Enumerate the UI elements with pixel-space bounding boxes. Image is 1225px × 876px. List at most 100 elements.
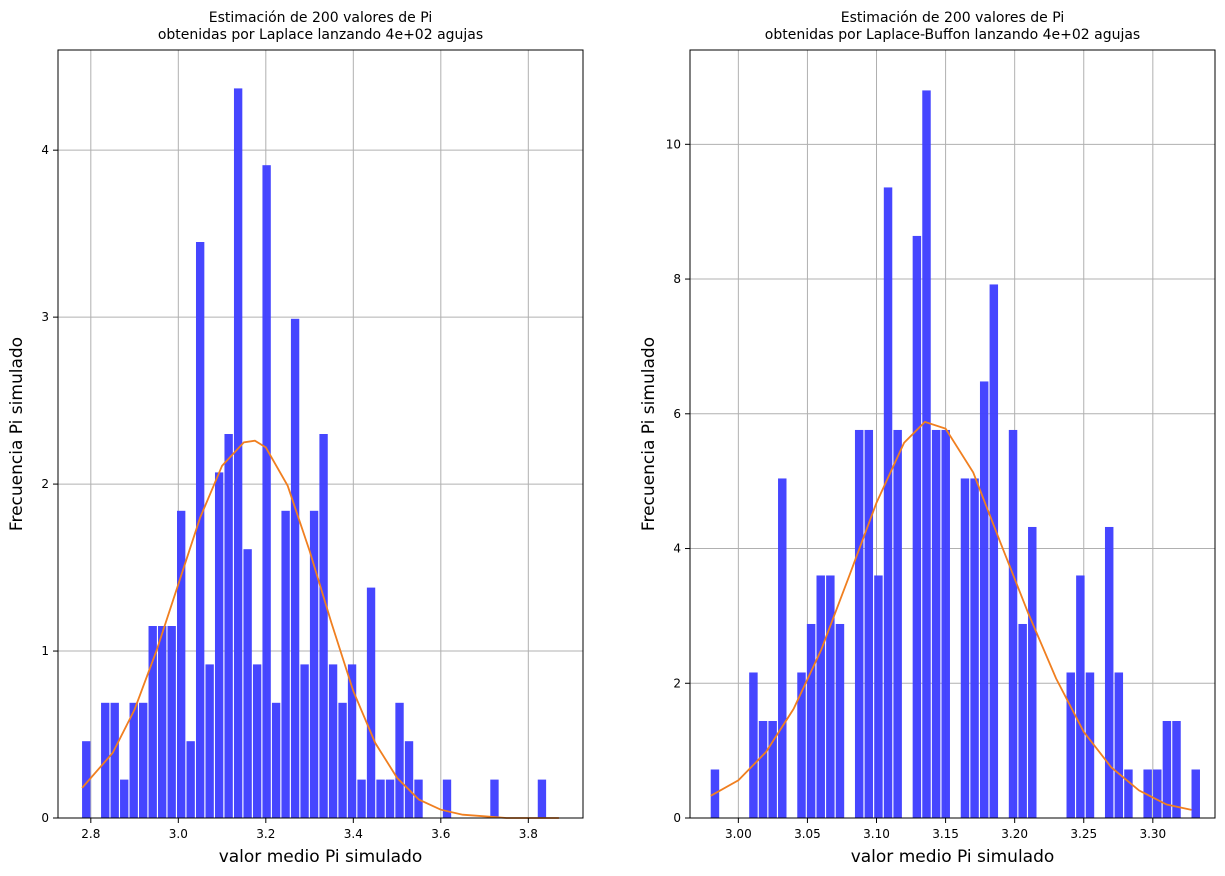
- histogram-bar: [224, 434, 233, 818]
- histogram-bar: [874, 575, 883, 818]
- chart-laplace: 2.8 3.0 3.2 3.4 3.6 3.8 0 1 2 3 4 valor medio Pi si…: [7, 10, 584, 867]
- chart-title: Estimación de 200 valores de Pi obtenidas…: [158, 10, 483, 43]
- histogram-bar: [214, 472, 224, 818]
- chart-title-line: obtenidas por Laplace-Buffon lanzando 4e…: [765, 27, 1140, 43]
- histogram-bar: [1104, 526, 1114, 818]
- x-tick-label: 3.8: [519, 827, 538, 841]
- histogram-bar: [826, 575, 835, 818]
- histogram-bar: [931, 429, 941, 818]
- histogram-bar: [1143, 769, 1152, 818]
- x-tick-label: 3.4: [344, 827, 363, 841]
- chart-title-line: Estimación de 200 valores de Pi: [209, 10, 432, 26]
- y-axis-title: Frecuencia Pi simulado: [639, 337, 659, 531]
- histogram-bar: [979, 381, 989, 818]
- x-tick-label: 3.30: [1139, 827, 1166, 841]
- histogram-bar: [893, 429, 902, 818]
- x-axis-title: valor medio Pi simulado: [219, 847, 423, 867]
- y-tick-label: 0: [41, 811, 49, 825]
- y-tick-label: 10: [666, 137, 681, 151]
- x-axis-title: valor medio Pi simulado: [851, 847, 1055, 867]
- histogram-bar: [442, 779, 452, 818]
- y-tick-label: 4: [673, 542, 681, 556]
- histogram-bar: [300, 664, 309, 818]
- chart-title-line: obtenidas por Laplace lanzando 4e+02 agu…: [158, 27, 483, 43]
- histogram-bar: [1028, 526, 1037, 818]
- histogram-bar: [186, 741, 195, 818]
- histogram-bar: [177, 510, 186, 818]
- histogram-bar: [290, 318, 300, 818]
- histogram-bar: [404, 741, 414, 818]
- histogram-bar: [835, 623, 845, 818]
- histogram-bar: [912, 235, 922, 819]
- histogram-bar: [941, 429, 950, 818]
- histogram-bar: [195, 242, 205, 818]
- y-tick-label: 6: [673, 407, 681, 421]
- histogram-bar: [797, 672, 806, 818]
- x-tick-label: 3.20: [1001, 827, 1028, 841]
- histogram-bar: [148, 626, 157, 818]
- histogram-bar: [281, 510, 290, 818]
- chart-title: Estimación de 200 valores de Pi obtenidas…: [765, 10, 1140, 43]
- chart-title-line: Estimación de 200 valores de Pi: [841, 10, 1064, 26]
- histogram-bar: [1085, 672, 1095, 818]
- x-tick-label: 2.8: [81, 827, 100, 841]
- histogram-bar: [1124, 769, 1133, 818]
- x-tick-label: 3.00: [725, 827, 752, 841]
- histogram-bar: [328, 664, 338, 818]
- histogram-bar: [1162, 720, 1172, 818]
- histogram-bar: [922, 90, 931, 819]
- histogram-bar: [139, 702, 148, 818]
- histogram-bar: [1153, 769, 1162, 818]
- histogram-bar: [1066, 672, 1075, 818]
- y-tick-label: 3: [41, 310, 49, 324]
- histogram-bar: [758, 720, 768, 818]
- density-curve: [81, 439, 559, 819]
- histogram-bar: [319, 434, 328, 818]
- histogram-bar: [806, 623, 816, 818]
- x-tick-label: 3.25: [1070, 827, 1097, 841]
- y-axis-title: Frecuencia Pi simulado: [7, 337, 27, 531]
- x-tick-label: 3.10: [863, 827, 890, 841]
- histogram-bar: [537, 779, 547, 818]
- histogram-bar: [970, 478, 979, 818]
- y-tick-label: 2: [41, 477, 49, 491]
- histogram-bar: [309, 510, 319, 818]
- histogram-bar: [1076, 575, 1085, 818]
- histogram-bar: [338, 702, 347, 818]
- histogram-bar: [960, 478, 970, 818]
- histogram-bar: [864, 429, 874, 818]
- x-tick-label: 3.6: [431, 827, 450, 841]
- x-tick-label: 3.0: [169, 827, 188, 841]
- histogram-bar: [490, 779, 499, 818]
- histogram-bar: [167, 626, 176, 818]
- x-tick-label: 3.2: [256, 827, 275, 841]
- histogram-bar: [395, 702, 404, 818]
- y-tick-label: 1: [41, 644, 49, 658]
- histogram-bar: [243, 549, 252, 818]
- y-tick-label: 2: [673, 676, 681, 690]
- axes-frame: [57, 49, 584, 819]
- histogram-bar: [883, 187, 893, 818]
- histogram-bar: [376, 779, 385, 818]
- histogram-bar: [82, 741, 91, 818]
- axes-frame: [689, 49, 1216, 819]
- histogram-bar: [366, 587, 376, 818]
- histogram-bar: [205, 664, 214, 818]
- histogram-bar: [262, 165, 271, 818]
- histogram-bar: [110, 702, 119, 818]
- y-tick-label: 4: [41, 143, 49, 157]
- histogram-bar: [271, 702, 281, 818]
- y-tick-label: 0: [673, 811, 681, 825]
- histogram-bar: [816, 575, 825, 818]
- histogram-bar: [347, 664, 357, 818]
- histogram-bar: [129, 702, 138, 818]
- histogram-bar: [1008, 429, 1018, 818]
- histogram-bar: [233, 88, 243, 818]
- chart-laplace-buffon: 3.00 3.05 3.10 3.15 3.20 3.25 3.30 0 2 4 6 8 10 valor…: [639, 10, 1216, 867]
- histogram-bar: [749, 672, 758, 818]
- histogram-bar: [158, 626, 167, 818]
- histogram-bar: [357, 779, 366, 818]
- histogram-bar: [1114, 672, 1124, 818]
- histogram-bar: [778, 478, 787, 818]
